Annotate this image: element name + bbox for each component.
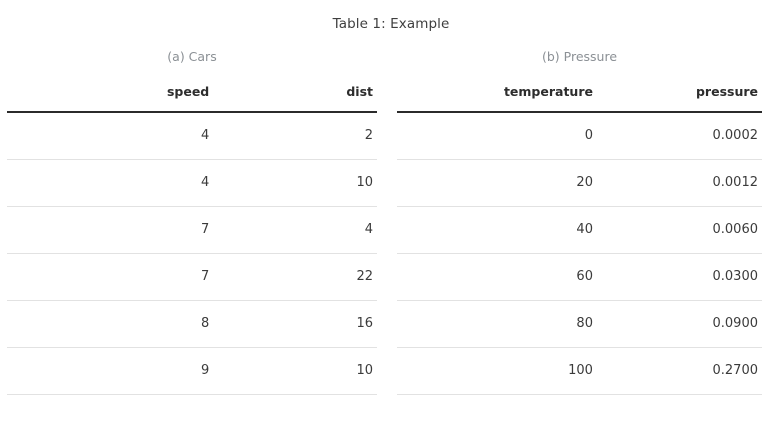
cell-speed: 9 [7,347,214,395]
table-row: 20 0.0012 [397,159,762,207]
table-row: 60 0.0300 [397,253,762,301]
cell-dist: 16 [213,300,377,348]
cell-pressure: 0.2700 [596,347,762,395]
table-header-row: temperature pressure [397,84,762,113]
cell-pressure: 0.0060 [596,206,762,254]
cars-table-body: 4 2 4 10 7 4 7 22 [7,112,377,395]
cell-dist: 4 [213,206,377,254]
cell-temperature: 60 [397,253,597,301]
table-row: 4 10 [7,159,377,207]
cell-pressure: 0.0002 [596,112,762,160]
cell-temperature: 80 [397,300,597,348]
cell-speed: 8 [7,300,214,348]
cell-pressure: 0.0300 [596,253,762,301]
panel-pressure-caption: (b) Pressure [541,49,618,64]
cell-dist: 22 [213,253,377,301]
table-header-row: speed dist [7,84,377,113]
pressure-table-head: temperature pressure [397,84,762,113]
cell-speed: 7 [7,206,214,254]
cell-speed: 7 [7,253,214,301]
column-header-pressure: pressure [596,84,762,113]
table-row: 100 0.2700 [397,347,762,395]
table-row: 4 2 [7,112,377,160]
table-row: 9 10 [7,347,377,395]
table-row: 0 0.0002 [397,112,762,160]
column-header-dist: dist [213,84,377,113]
cell-temperature: 100 [397,347,597,395]
cell-speed: 4 [7,112,214,160]
table-row: 80 0.0900 [397,300,762,348]
table-row: 8 16 [7,300,377,348]
panel-cars: (a) Cars speed dist 4 2 4 10 [7,49,377,395]
figure-title: Table 1: Example [332,16,450,32]
table-row: 40 0.0060 [397,206,762,254]
column-header-speed: speed [7,84,214,113]
table-row: 7 4 [7,206,377,254]
panel-container: (a) Cars speed dist 4 2 4 10 [0,49,782,395]
cars-table-head: speed dist [7,84,377,113]
pressure-table: temperature pressure 0 0.0002 20 0.0012 … [397,84,762,395]
column-header-temperature: temperature [397,84,597,113]
cell-temperature: 20 [397,159,597,207]
pressure-table-body: 0 0.0002 20 0.0012 40 0.0060 60 0.0300 [397,112,762,395]
panel-cars-caption: (a) Cars [167,49,217,64]
cell-speed: 4 [7,159,214,207]
cell-dist: 2 [213,112,377,160]
panel-pressure: (b) Pressure temperature pressure 0 0.00… [397,49,762,395]
cell-temperature: 0 [397,112,597,160]
cell-dist: 10 [213,347,377,395]
table-row: 7 22 [7,253,377,301]
cell-pressure: 0.0900 [596,300,762,348]
cell-pressure: 0.0012 [596,159,762,207]
cell-dist: 10 [213,159,377,207]
cell-temperature: 40 [397,206,597,254]
cars-table: speed dist 4 2 4 10 7 4 [7,84,377,395]
